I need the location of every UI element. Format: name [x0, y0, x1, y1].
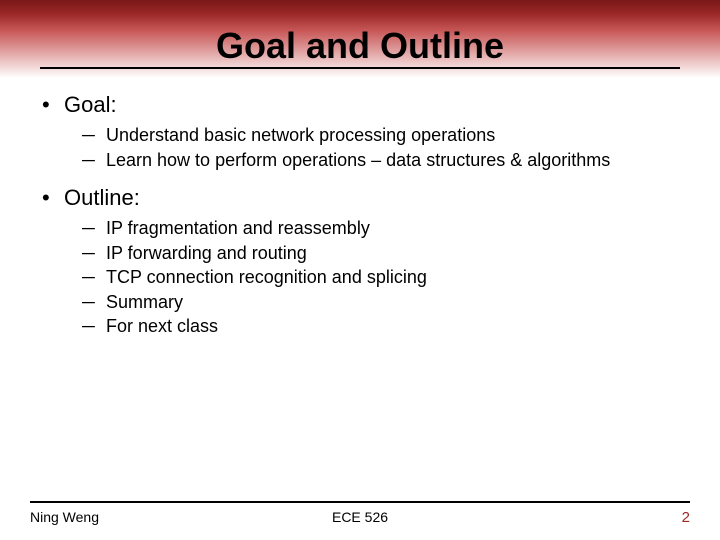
list-item: ─ Summary — [82, 291, 682, 314]
slide-footer: Ning Weng ECE 526 2 — [0, 501, 720, 526]
list-item-text: IP forwarding and routing — [106, 242, 307, 265]
dash-icon: ─ — [82, 217, 106, 240]
dash-icon: ─ — [82, 266, 106, 289]
list-item: ─ Learn how to perform operations – data… — [82, 149, 682, 172]
bullet-dot-icon: • — [38, 185, 64, 211]
section-heading: • Outline: — [38, 185, 682, 211]
bullet-dot-icon: • — [38, 92, 64, 118]
section-heading: • Goal: — [38, 92, 682, 118]
list-item-text: TCP connection recognition and splicing — [106, 266, 427, 289]
dash-icon: ─ — [82, 149, 106, 172]
section-heading-text: Goal: — [64, 92, 117, 118]
page-number: 2 — [682, 509, 690, 526]
list-item: ─ IP fragmentation and reassembly — [82, 217, 682, 240]
header-band: Goal and Outline — [0, 0, 720, 78]
list-item-text: For next class — [106, 315, 218, 338]
section-heading-text: Outline: — [64, 185, 140, 211]
list-item-text: Learn how to perform operations – data s… — [106, 149, 610, 172]
slide-title: Goal and Outline — [40, 9, 680, 69]
dash-icon: ─ — [82, 124, 106, 147]
list-item: ─ Understand basic network processing op… — [82, 124, 682, 147]
list-item: ─ For next class — [82, 315, 682, 338]
list-item: ─ IP forwarding and routing — [82, 242, 682, 265]
list-item-text: Summary — [106, 291, 183, 314]
dash-icon: ─ — [82, 315, 106, 338]
list-item-text: Understand basic network processing oper… — [106, 124, 495, 147]
slide-content: • Goal: ─ Understand basic network proce… — [0, 78, 720, 540]
footer-row: Ning Weng ECE 526 2 — [30, 509, 690, 526]
footer-rule — [30, 501, 690, 503]
list-item: ─ TCP connection recognition and splicin… — [82, 266, 682, 289]
footer-author: Ning Weng — [30, 509, 99, 525]
dash-icon: ─ — [82, 242, 106, 265]
dash-icon: ─ — [82, 291, 106, 314]
list-item-text: IP fragmentation and reassembly — [106, 217, 370, 240]
footer-course: ECE 526 — [332, 509, 388, 525]
slide: Goal and Outline • Goal: ─ Understand ba… — [0, 0, 720, 540]
